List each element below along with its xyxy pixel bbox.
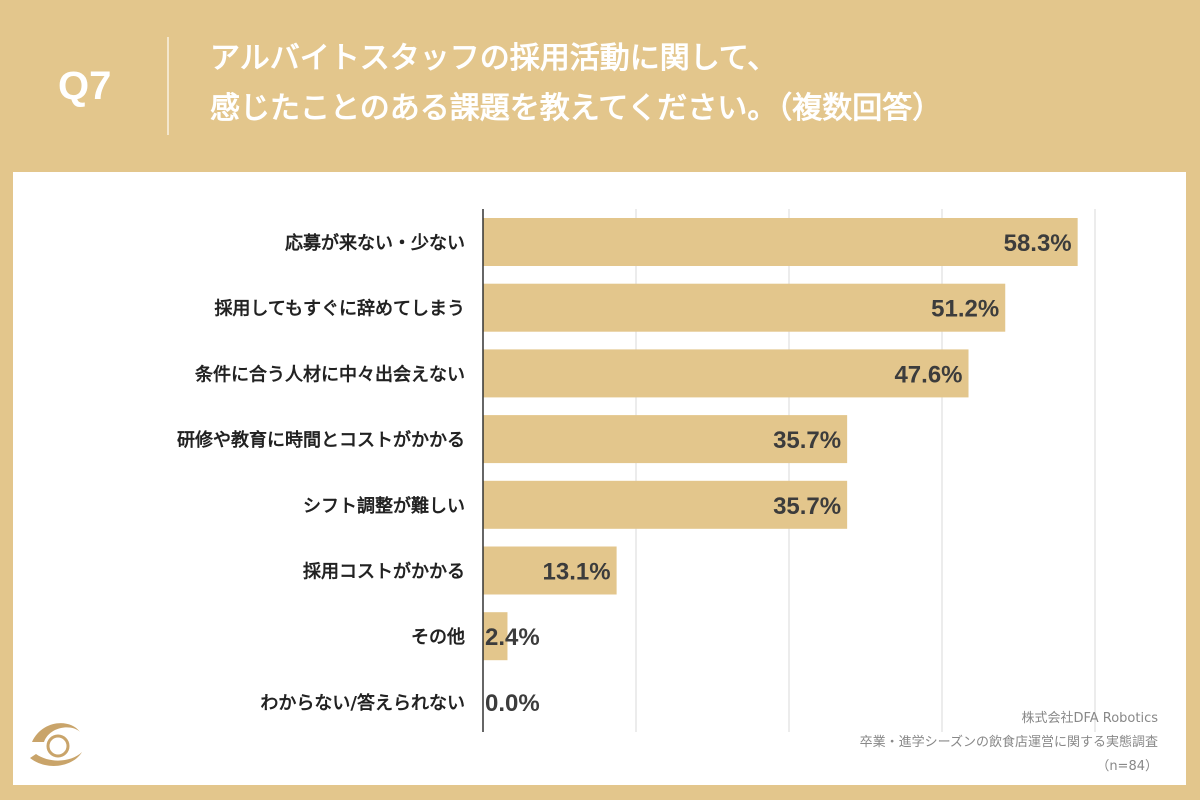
header-divider [167, 37, 169, 135]
header: Q7 アルバイトスタッフの採用活動に関して、 感じたことのある課題を教えてくださ… [0, 0, 1200, 170]
logo-swoosh-bottom [30, 752, 82, 766]
bar [483, 612, 508, 661]
bar [483, 283, 1006, 332]
bar [483, 480, 848, 529]
bar-chart: 応募が来ない・少ない 58.3% 採用してもすぐに辞めてしまう 51.2% 条件に合う人… [177, 209, 1096, 732]
bar [483, 349, 969, 398]
logo-ring [46, 734, 70, 758]
category-label: 採用コストがかかる [303, 561, 465, 583]
value-label: 47.6% [894, 361, 962, 388]
category-label: シフト調整が難しい [303, 495, 465, 517]
bar [483, 546, 617, 595]
logo-swoosh-top [32, 723, 80, 742]
category-label: その他 [411, 626, 465, 648]
question-number: Q7 [58, 64, 112, 108]
category-label: 研修や教育に時間とコストがかかる [177, 429, 465, 451]
bar [483, 415, 848, 464]
category-label: 応募が来ない・少ない [285, 232, 465, 254]
value-label: 2.4% [485, 624, 540, 651]
question-title-line2: 感じたことのある課題を教えてください。（複数回答） [210, 91, 943, 126]
footer-sample: （n=84） [1096, 759, 1158, 774]
chart-panel: 応募が来ない・少ない 58.3% 採用してもすぐに辞めてしまう 51.2% 条件に合う人… [13, 172, 1186, 785]
question-title-line1: アルバイトスタッフの採用活動に関して、 [210, 41, 778, 76]
footer-survey: 卒業・進学シーズンの飲食店運営に関する実態調査 [859, 735, 1158, 750]
value-label: 0.0% [485, 690, 540, 717]
category-label: わからない/答えられない [260, 692, 465, 714]
footer-company: 株式会社DFA Robotics [1021, 711, 1158, 726]
value-label: 58.3% [1004, 230, 1072, 257]
logo-sub: Robotics [98, 763, 161, 775]
dfa-logo: DFA Robotics [22, 712, 192, 782]
value-label: 51.2% [931, 296, 999, 323]
category-label: 採用してもすぐに辞めてしまう [214, 298, 465, 320]
value-label: 35.7% [773, 493, 841, 520]
category-label: 条件に合う人材に中々出会えない [194, 363, 465, 385]
logo-name: DFA [94, 726, 152, 759]
value-label: 13.1% [543, 559, 611, 586]
bar [483, 218, 1078, 266]
value-label: 35.7% [773, 427, 841, 454]
question-title: アルバイトスタッフの採用活動に関して、 感じたことのある課題を教えてください。（… [210, 34, 1170, 134]
